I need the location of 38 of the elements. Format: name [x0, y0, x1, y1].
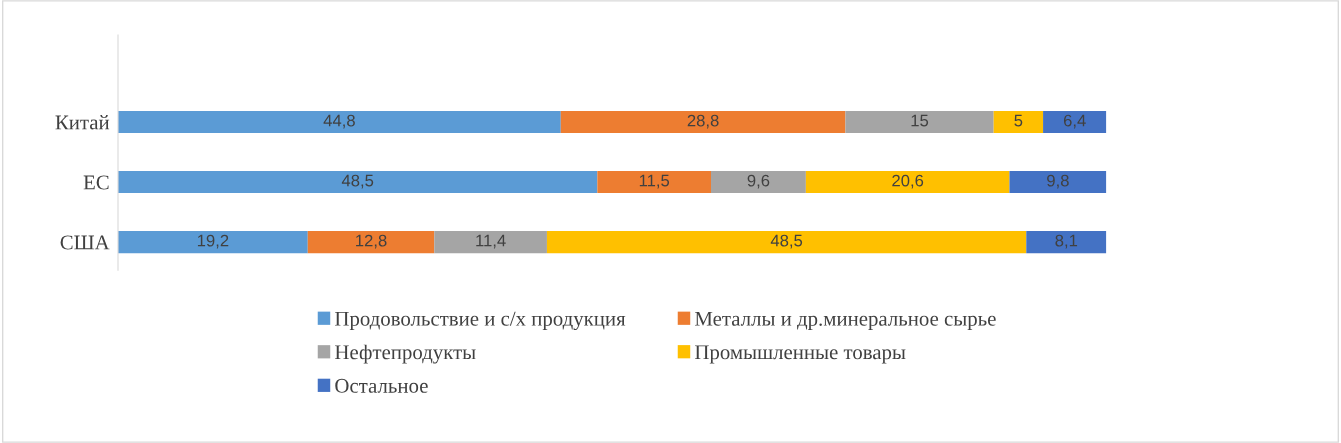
bar — [434, 230, 547, 254]
data-label: 6,4 — [1063, 114, 1086, 129]
legend-label: Продовольствие и с/х продукция — [335, 311, 626, 331]
y-tick-label: ЕС — [83, 175, 109, 190]
data-label: 11,4 — [476, 234, 506, 249]
bar — [597, 170, 711, 194]
bar — [993, 110, 1044, 134]
data-label: 48,5 — [341, 174, 374, 189]
bar — [118, 170, 598, 194]
legend-label: Остальное — [335, 378, 428, 393]
data-label: 15 — [911, 114, 929, 127]
bar — [546, 230, 1027, 254]
data-label: 9,8 — [1047, 174, 1069, 189]
data-label: 5 — [1014, 114, 1023, 127]
data-label: 44,8 — [323, 114, 355, 129]
data-label: 48,5 — [770, 234, 803, 249]
data-label: 12,8 — [356, 234, 387, 249]
legend-label: Промышленные товары — [695, 345, 906, 364]
bar — [1043, 110, 1107, 134]
bar — [1026, 230, 1107, 254]
y-tick-label: США — [60, 235, 110, 250]
bar — [711, 170, 806, 194]
data-label: 20,6 — [892, 174, 924, 189]
bar — [560, 110, 846, 134]
data-label: 28,8 — [687, 114, 719, 129]
bar — [805, 170, 1010, 194]
legend-label: Металлы и др.минеральное сырье — [695, 311, 996, 331]
data-label: 19,2 — [197, 234, 229, 249]
legend-label: Нефтепродукты — [335, 344, 476, 364]
data-label: 9,6 — [747, 174, 770, 189]
bar — [845, 110, 994, 134]
y-tick-label: Китай — [55, 114, 110, 130]
bar — [118, 230, 308, 254]
bar — [307, 230, 435, 254]
bar — [1009, 170, 1107, 194]
data-label: 11,5 — [639, 174, 670, 189]
data-label: 8,1 — [1055, 234, 1078, 249]
bar — [118, 110, 561, 134]
